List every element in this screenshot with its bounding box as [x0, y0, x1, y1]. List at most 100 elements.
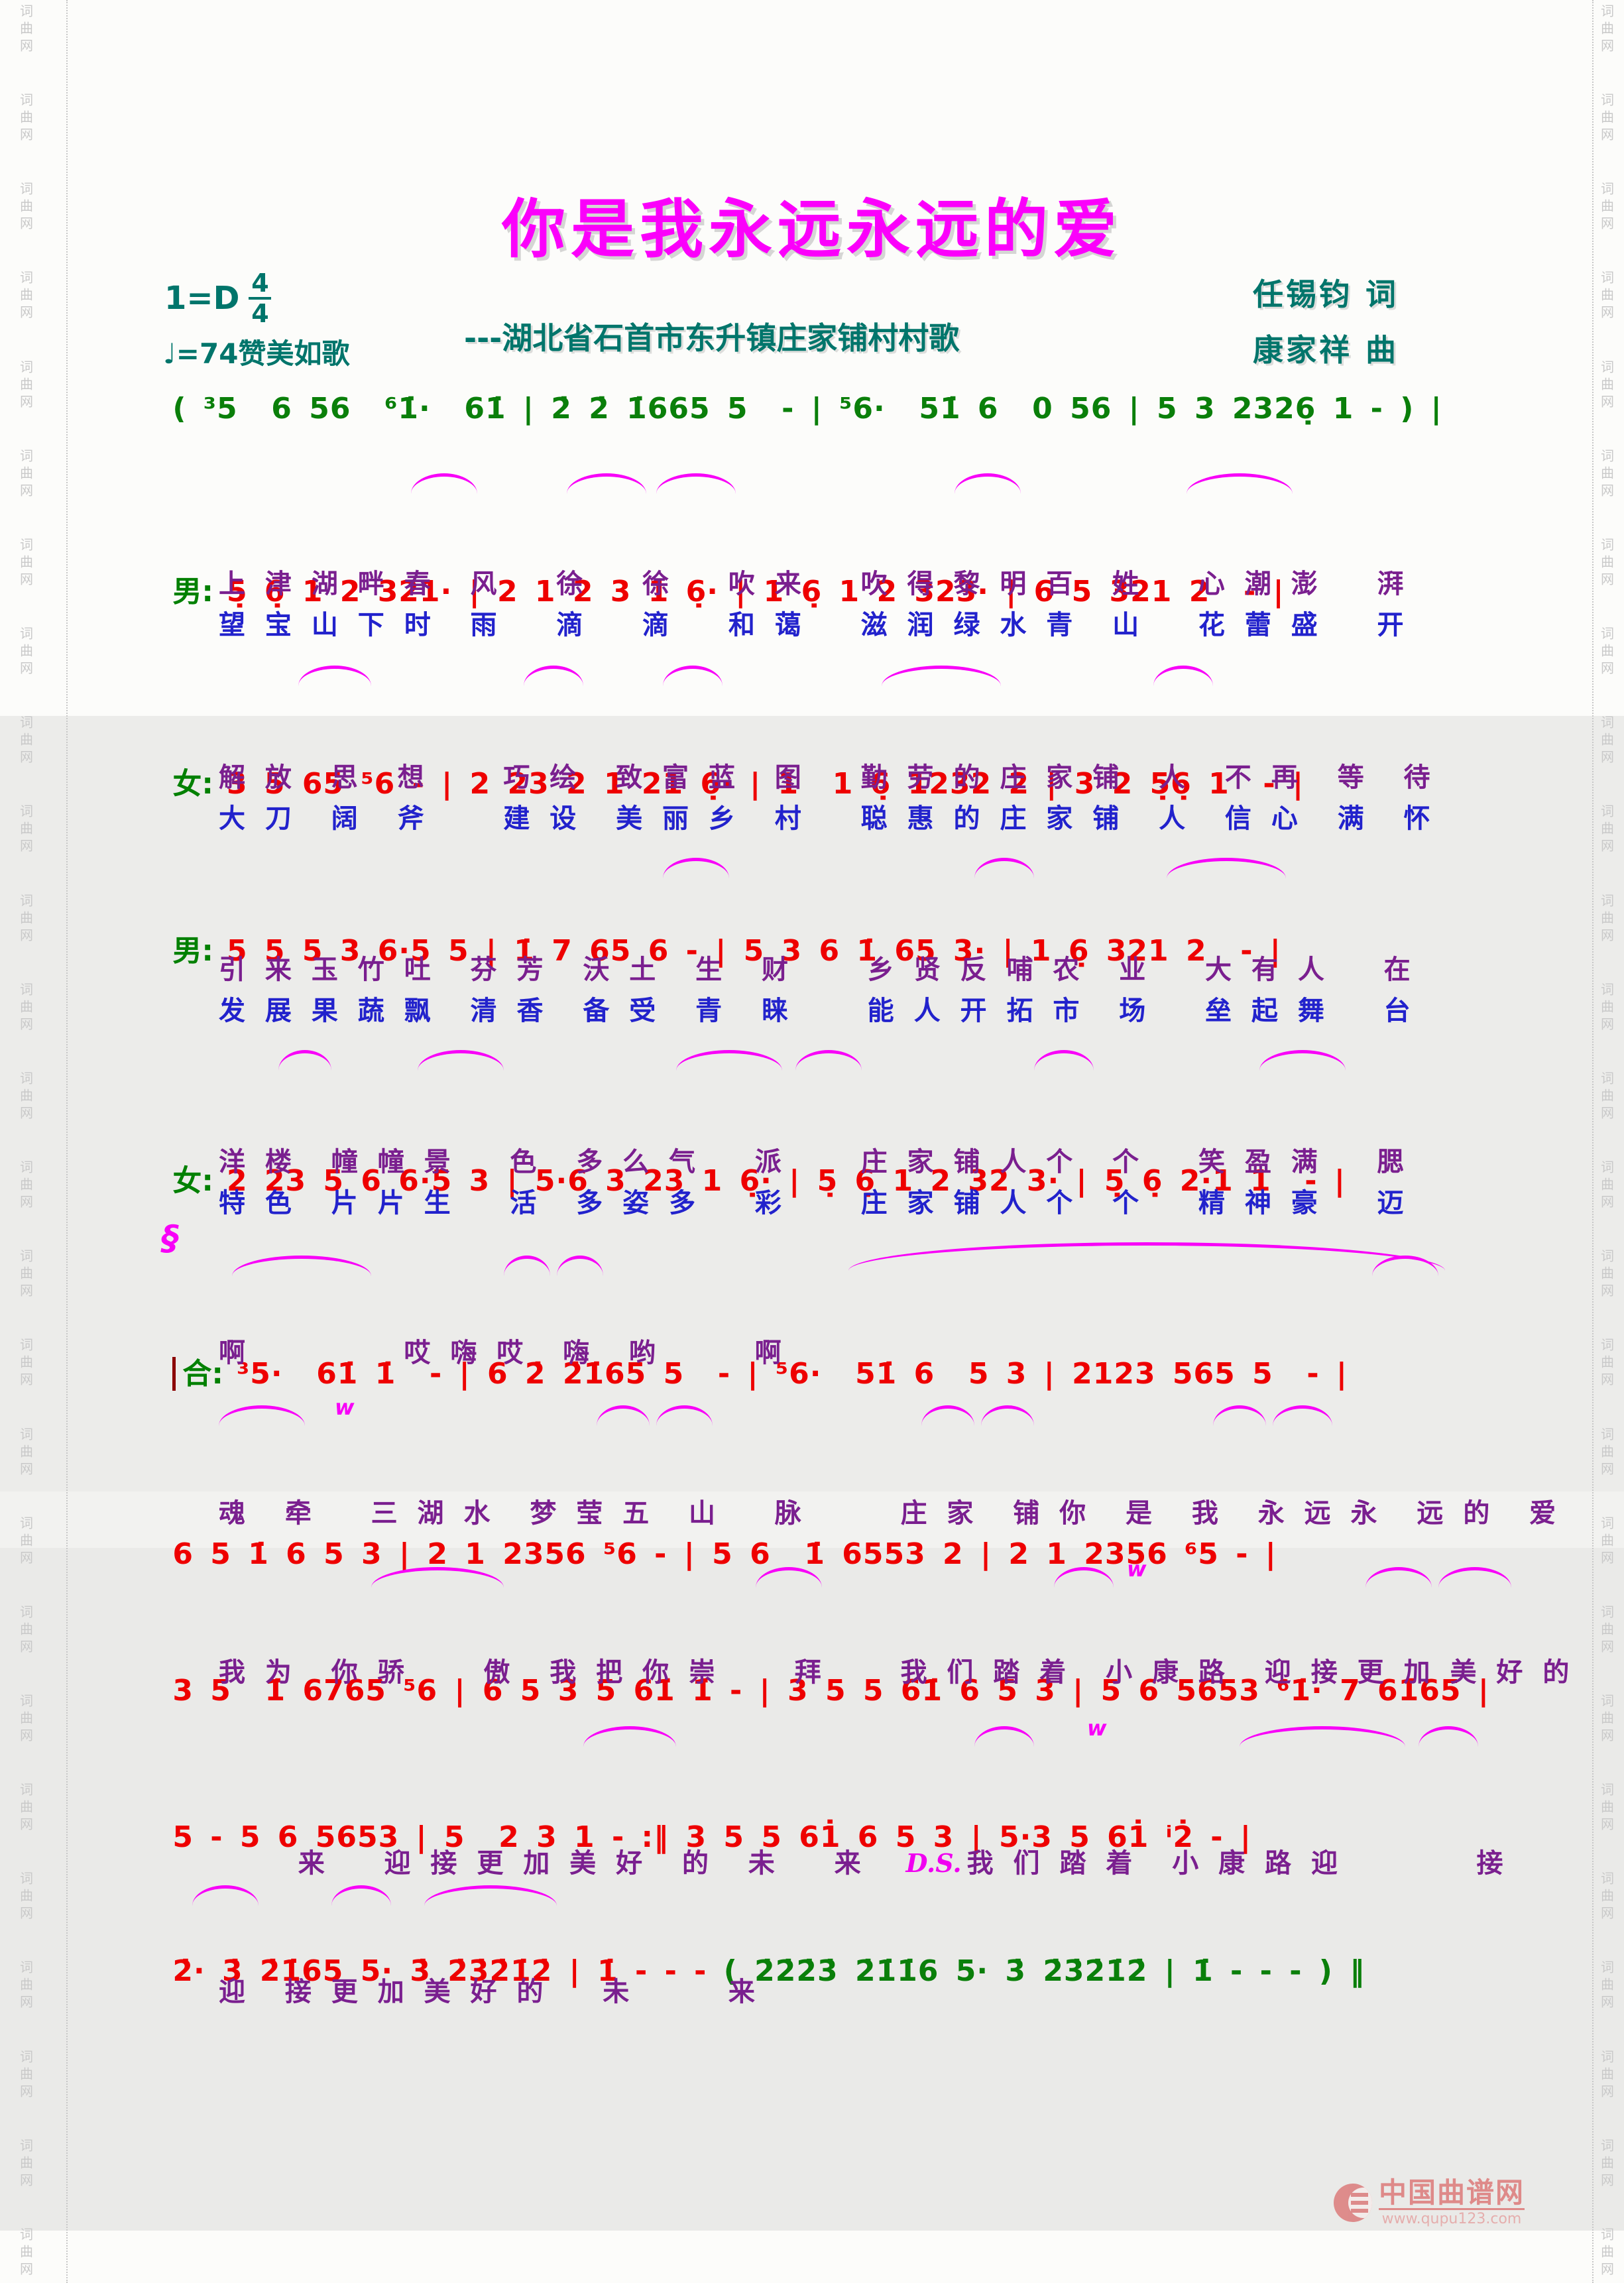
lyricist-credit: 任锡钧 词	[1253, 276, 1399, 312]
notes-male-2: 5 5 5 3 6·5 5 | 1̇ 7 65 6 - | 5 3 6 1̇ 6…	[226, 934, 1281, 968]
lyrics-line: 我 为 你 骄 傲 我 把 你 崇 拜 我 们 踏 着 小 康 路 迎 接 更 …	[219, 1657, 1624, 1688]
watermark-text: 词曲网	[17, 1783, 34, 1835]
slur-arc	[1034, 1050, 1094, 1071]
mordent-mark: w	[335, 1395, 355, 1420]
lyric-part-1: 来 迎 接 更 加 美 好 的 未 来	[298, 1848, 901, 1879]
watermark-text: 词曲网	[1598, 2049, 1615, 2101]
lyrics-line: 上 津 湖 畔 春 风 徐 徐 吹 来 吹 得 黎 明 百 姓 心 潮 澎 湃	[219, 569, 1404, 599]
lyrics-line: 啊 哎 嗨 哎 嗨 哟 啊	[219, 1338, 782, 1368]
slur-arc	[192, 1885, 259, 1906]
music-line-8: w 5 - 5 6 5653 | 5 2 3 1 - :‖ 3 5 5 61̇ …	[159, 1716, 1525, 1867]
slur-arc	[1240, 1726, 1405, 1747]
lyrics-line: 发 展 果 蔬 飘 清 香 备 受 青 睐 能 人 开 拓 市 场 垒 起 舞 …	[219, 996, 1411, 1026]
lyrics-line: 大 刀 阔 斧 建 设 美 丽 乡 村 聪 惠 的 庄 家 铺 人 信 心 满 …	[219, 803, 1430, 834]
watermark-text: 词曲网	[1598, 1515, 1615, 1568]
mordent-mark: w	[1127, 1556, 1147, 1582]
music-line-male-2: 男: 5 5 5 3 6·5 5 | 1̇ 7 65 6 - | 5 3 6 1̇…	[159, 858, 1525, 982]
watermark-text: 词曲网	[17, 893, 34, 945]
slur-arc	[424, 1885, 557, 1906]
notes-female-1: 3 5 65 ⁵6 - | 2 23 2 1 21 6̣· | 1 1 6̣ 1…	[226, 767, 1305, 801]
background-band	[0, 1548, 1624, 2231]
watermark-text: 词曲网	[17, 1871, 34, 1924]
watermark-text: 词曲网	[1598, 893, 1615, 945]
ds-al-segno-mark: D.S.	[905, 1848, 962, 1878]
notes-intro: ( ³5 6 56 ⁶1̇· 61̇ | 2̇ 2̇ 1̇665 5 - | ⁵…	[172, 392, 1442, 426]
music-line-female-1: 女: 3 5 65 ⁵6 - | 2 23 2 1 21 6̣· | 1 1 6̣…	[159, 666, 1525, 815]
slur-arc	[1187, 473, 1293, 494]
slur-arc	[795, 1050, 862, 1071]
watermark-text: 词曲网	[17, 448, 34, 500]
slur-arc	[955, 473, 1021, 494]
slur-arc	[981, 1405, 1034, 1426]
slur-arc	[1153, 666, 1213, 686]
watermark-text: 词曲网	[17, 1249, 34, 1301]
slur-arc	[524, 666, 583, 686]
fraction-bar	[249, 297, 272, 300]
watermark-text: 词曲网	[1598, 804, 1615, 856]
lyrics-line: 望 宝 山 下 时 雨 滴 滴 和 蔼 滋 润 绿 水 青 山 花 蕾 盛 开	[219, 610, 1404, 640]
watermark-text: 词曲网	[17, 982, 34, 1034]
music-line-tutti: 合: ³5· 61̇ 1̇ - | 6 2̇ 2̇1̇65 5 - | ⁵6· 5…	[159, 1242, 1525, 1405]
lyrics-line: 特 色 片 片 生 活 多 姿 多 彩 庄 家 铺 人 个 个 精 神 豪 迈	[219, 1188, 1404, 1218]
watermark-text: 词曲网	[1598, 359, 1615, 412]
slur-arc	[371, 1567, 504, 1588]
slur-arc	[921, 1405, 974, 1426]
notes-tutti: ³5· 61̇ 1̇ - | 6 2̇ 2̇1̇65 5 - | ⁵6· 51̇…	[236, 1357, 1348, 1391]
watermark-text: 词曲网	[17, 1960, 34, 2013]
watermark-text: 词曲网	[1598, 4, 1615, 56]
watermark-text: 词曲网	[17, 1427, 34, 1479]
slur-arc	[232, 1256, 371, 1276]
watermark-text: 词曲网	[17, 1693, 34, 1745]
left-dotted-line	[66, 0, 68, 2283]
slur-arc	[656, 1405, 713, 1426]
watermark-text: 词曲网	[1598, 2138, 1615, 2190]
background-band	[0, 1492, 1624, 1548]
watermark-text: 词曲网	[1598, 1160, 1615, 1212]
slur-arc	[676, 1050, 782, 1071]
slur-arc	[557, 1256, 603, 1276]
lyrics-line: 来 迎 接 更 加 美 好 的 未 来 D.S. 我 们 踏 着 小 康 路 迎 …	[219, 1811, 1531, 1910]
slur-arc	[567, 473, 646, 494]
voice-label: 男:	[172, 575, 213, 609]
watermark-text: 词曲网	[1598, 1249, 1615, 1301]
watermark-text: 词曲网	[1598, 93, 1615, 145]
watermark-text: 词曲网	[1598, 1604, 1615, 1657]
slur-arc	[756, 1567, 822, 1588]
slur-arc	[656, 473, 736, 494]
watermark-text: 词曲网	[1598, 1338, 1615, 1390]
voice-label: 女:	[172, 767, 213, 801]
watermark-text: 词曲网	[1598, 1871, 1615, 1924]
song-title: 你是我永远永远的爱	[502, 192, 1122, 266]
slur-arc	[1054, 1567, 1114, 1588]
slur-arc	[597, 1405, 650, 1426]
notes-final-red: 2̇· 3̇ 2̇1̇65 5· 3̇ 2̇3̇2̇1̇2̇ | 1̇ - - …	[172, 1954, 724, 1988]
lyrics-line: 引 来 玉 竹 吐 芬 芳 沃 土 生 财 乡 贤 反 哺 农 业 大 有 人 …	[219, 955, 1411, 985]
slur-arc	[278, 1050, 331, 1071]
music-line-female-2: 女: 2 23 5 6 6·5 3 | 5·6 3 23 1 6̣· | 5̣ 6…	[159, 1050, 1525, 1212]
voice-label: 合:	[172, 1357, 223, 1391]
right-dotted-line	[1592, 0, 1594, 2283]
watermark-text: 词曲网	[1598, 1427, 1615, 1479]
watermark-text: 词曲网	[17, 93, 34, 145]
watermark-text: 词曲网	[1598, 982, 1615, 1034]
voice-label: 男:	[172, 934, 213, 968]
notes-final-green: ( 2̇2̇2̇3̇ 2̇1̇1̇6 5· 3̇ 2̇3̇2̇1̇2̇ | 1̇…	[723, 1954, 1365, 1988]
composer-credit: 康家祥 曲	[1253, 332, 1399, 368]
tempo-style: 赞美如歌	[238, 337, 350, 370]
watermark-text: 词曲网	[1598, 182, 1615, 234]
watermark-text: 词曲网	[17, 182, 34, 234]
watermark-text: 词曲网	[17, 804, 34, 856]
lyrics-line: 魂 牵 三 湖 水 梦 莹 五 山 脉 庄 家 铺 你 是 我 永 远 永 远 …	[219, 1498, 1556, 1529]
notes-line-6: 6 5 1̇ 6 5 3 | 2 1 2356 ⁵6 - | 5 6 1̇ 65…	[172, 1537, 1277, 1571]
mordent-mark: w	[1087, 1716, 1107, 1741]
lyric-part-2: 我 们 踏 着 小 康 路 迎 接	[966, 1848, 1503, 1879]
slur-arc	[1259, 1050, 1346, 1071]
watermark-text: 词曲网	[1598, 2227, 1615, 2279]
slur-arc	[1213, 1405, 1266, 1426]
time-signature: 4 4	[249, 270, 272, 326]
key-label: 1=D	[164, 280, 240, 317]
slur-arc	[1273, 1405, 1332, 1426]
subtitle: ---湖北省石首市东升镇庄家铺村村歌	[464, 320, 960, 356]
watermark-text: 词曲网	[17, 359, 34, 412]
segno-mark: §	[162, 1218, 179, 1258]
